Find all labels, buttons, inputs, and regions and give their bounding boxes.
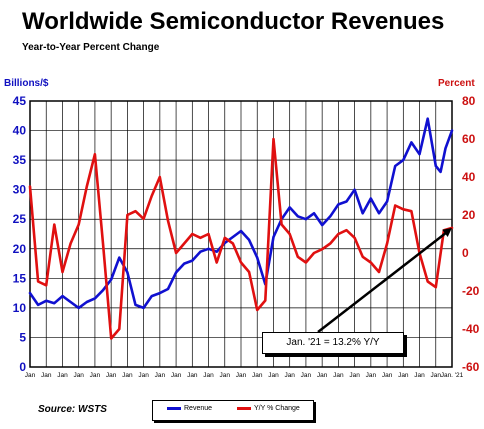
x-tick-label: Jan: [73, 372, 84, 379]
x-tick-label: Jan: [171, 372, 182, 379]
x-tick-label: Jan. '21: [441, 372, 464, 379]
legend-item-revenue: Revenue: [167, 405, 212, 412]
x-tick-label: Jan: [398, 372, 409, 379]
legend-swatch-yoy: [237, 407, 251, 410]
x-tick-label: Jan: [122, 372, 133, 379]
x-tick-label: Jan: [252, 372, 263, 379]
y-left-axis-label: Billions/$: [4, 78, 49, 89]
y-right-tick-label: 80: [462, 94, 476, 108]
x-tick-label: Jan: [41, 372, 52, 379]
x-tick-label: Jan: [25, 372, 36, 379]
x-tick-label: Jan: [187, 372, 198, 379]
x-tick-label: Jan: [382, 372, 393, 379]
y-left-tick-label: 10: [13, 301, 27, 315]
legend-label-revenue: Revenue: [184, 405, 213, 412]
x-tick-label: Jan: [220, 372, 231, 379]
x-tick-label: Jan: [155, 372, 166, 379]
x-tick-label: Jan: [203, 372, 214, 379]
chart-title: Worldwide Semiconductor Revenues: [22, 8, 445, 35]
y-left-tick-label: 40: [13, 124, 27, 138]
x-tick-label: Jan: [284, 372, 295, 379]
legend-label-yoy: Y/Y % Change: [254, 405, 300, 412]
y-left-tick-label: 35: [13, 153, 27, 167]
y-right-tick-label: 20: [462, 208, 476, 222]
legend-item-yoy: Y/Y % Change: [237, 405, 300, 412]
x-tick-label: Jan: [366, 372, 377, 379]
yoy-change-line: [28, 137, 454, 340]
y-left-tick-label: 15: [13, 271, 27, 285]
y-right-tick-label: 40: [462, 170, 476, 184]
annotation-arrow-line: [317, 231, 447, 333]
y-left-tick-label: 30: [13, 183, 27, 197]
y-left-tick-label: 5: [19, 330, 26, 344]
x-tick-label: Jan: [431, 372, 442, 379]
y-right-tick-label: -20: [462, 284, 480, 298]
x-tick-label: Jan: [106, 372, 117, 379]
y-right-axis-label: Percent: [438, 78, 475, 89]
y-right-tick-label: 0: [462, 246, 469, 260]
x-tick-label: Jan: [349, 372, 360, 379]
plot-frame: [29, 100, 453, 368]
x-tick-label: Jan: [138, 372, 149, 379]
chart-subtitle: Year-to-Year Percent Change: [22, 42, 160, 53]
x-tick-label: Jan: [268, 372, 279, 379]
y-left-tick-label: 0: [19, 360, 26, 374]
x-tick-label: Jan: [414, 372, 425, 379]
x-tick-label: Jan: [236, 372, 247, 379]
annotation-callout: Jan. '21 = 13.2% Y/Y: [262, 332, 404, 354]
revenue-line: [28, 117, 454, 310]
y-left-tick-label: 20: [13, 242, 27, 256]
y-right-tick-label: 60: [462, 132, 476, 146]
x-tick-label: Jan: [90, 372, 101, 379]
legend: Revenue Y/Y % Change: [152, 400, 314, 421]
x-tick-label: Jan: [57, 372, 68, 379]
annotation-arrow-head: [442, 227, 452, 237]
x-tick-label: Jan: [317, 372, 328, 379]
x-tick-label: Jan: [301, 372, 312, 379]
x-tick-label: Jan: [333, 372, 344, 379]
source-label: Source: WSTS: [38, 404, 107, 415]
y-left-tick-label: 25: [13, 212, 27, 226]
y-left-tick-label: 45: [13, 94, 27, 108]
legend-swatch-revenue: [167, 407, 181, 410]
y-right-tick-label: -40: [462, 322, 480, 336]
y-right-tick-label: -60: [462, 360, 480, 374]
